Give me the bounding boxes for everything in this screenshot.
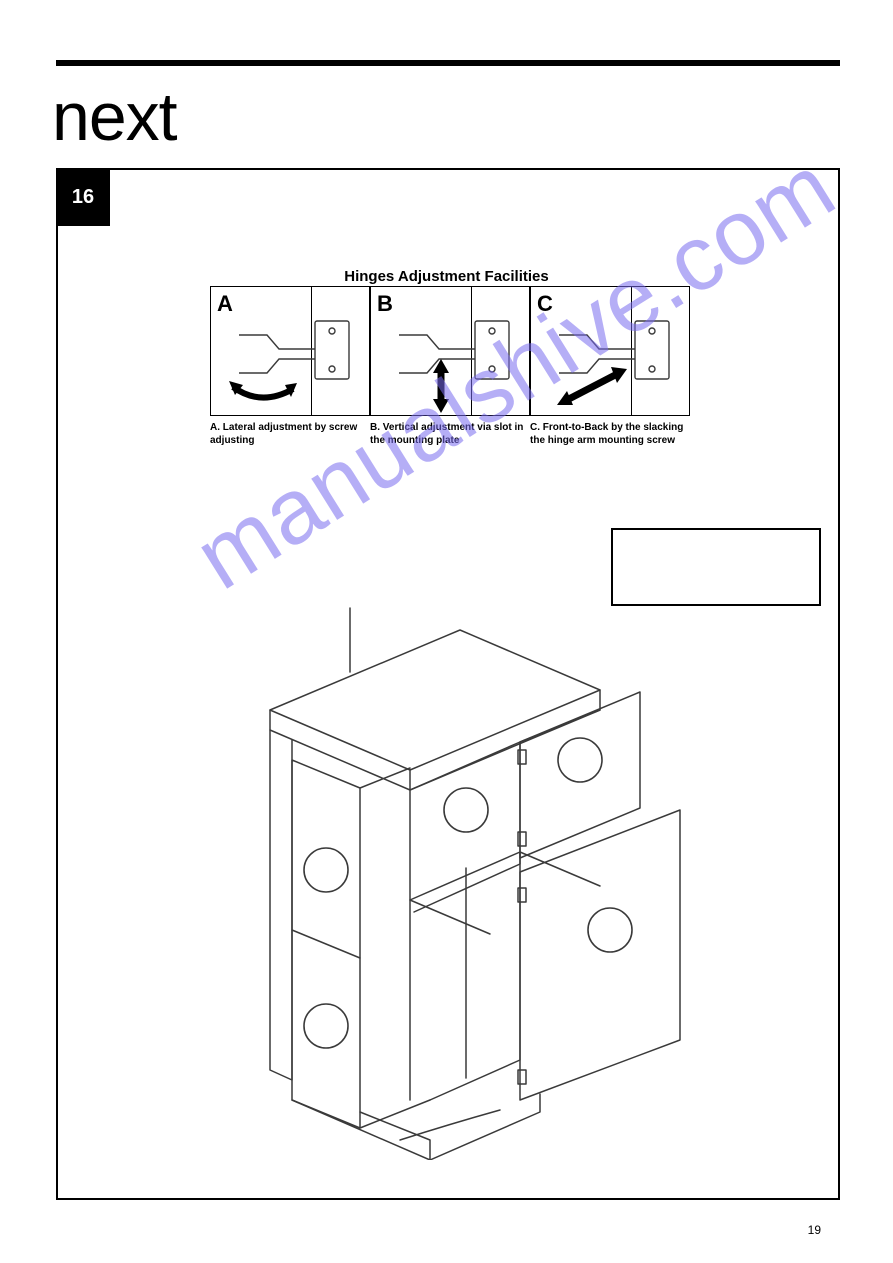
hinge-letter-c: C bbox=[537, 291, 553, 317]
hinge-caption-c: C. Front-to-Back by the slacking the hin… bbox=[530, 422, 690, 447]
callout-box bbox=[611, 528, 821, 606]
hinges-title: Hinges Adjustment Facilities bbox=[0, 268, 893, 285]
hinge-caption-b: B. Vertical adjustment via slot in the m… bbox=[370, 422, 530, 447]
hinge-art-c bbox=[539, 315, 689, 413]
hinge-cell-b-col: B B. Vertical adjustment via slot in the… bbox=[370, 286, 530, 447]
hinge-cell-c-col: C C. Front-to-Back by the slacking the h… bbox=[530, 286, 690, 447]
hinge-cell-b: B bbox=[370, 286, 530, 416]
hinge-art-b bbox=[379, 315, 529, 413]
cabinet-illustration bbox=[180, 600, 740, 1160]
page-number: 19 bbox=[808, 1223, 821, 1237]
top-rule bbox=[56, 60, 840, 66]
hinge-cell-c: C bbox=[530, 286, 690, 416]
brand-logo: next bbox=[52, 78, 177, 156]
step-number: 16 bbox=[72, 186, 94, 209]
step-number-tab: 16 bbox=[56, 168, 110, 226]
hinge-caption-a: A. Lateral adjustment by screw adjusting bbox=[210, 422, 370, 447]
hinge-cell-a: A bbox=[210, 286, 370, 416]
hinge-letter-a: A bbox=[217, 291, 233, 317]
hinge-cell-a-col: A A. Lateral adjustment by screw adjusti… bbox=[210, 286, 370, 447]
hinge-art-a bbox=[219, 315, 369, 413]
hinge-letter-b: B bbox=[377, 291, 393, 317]
hinge-diagram-row: A A. Lateral adjustment by screw adjusti… bbox=[210, 286, 690, 447]
